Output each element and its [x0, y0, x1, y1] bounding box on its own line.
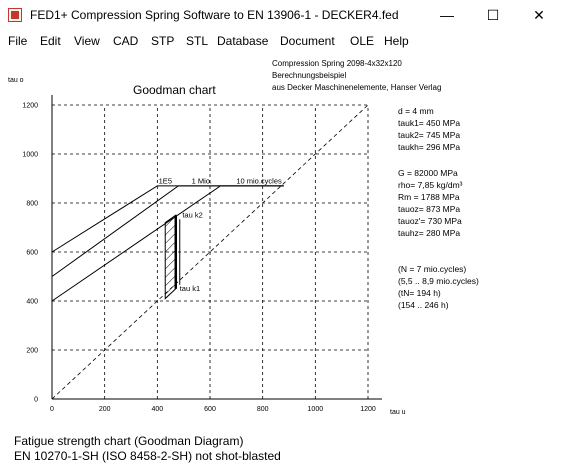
info-line: tauhz= 280 MPa — [398, 228, 460, 238]
info-line: G = 82000 MPa — [398, 168, 458, 178]
info-line: tauoz= 873 MPa — [398, 204, 460, 214]
info-line: tauk1= 450 MPa — [398, 118, 460, 128]
maximize-button[interactable]: ☐ — [486, 6, 500, 23]
annotation-label: 1E5 — [159, 176, 172, 185]
status-line-2: EN 10270-1-SH (ISO 8458-2-SH) not shot-b… — [14, 449, 281, 463]
y-tick-label: 400 — [26, 299, 38, 306]
menu-stl[interactable]: STL — [186, 34, 209, 48]
grid-lines — [52, 104, 369, 399]
chart-title: Goodman chart — [133, 83, 216, 97]
diagonal-line — [51, 104, 369, 400]
hatched-stress-region — [164, 214, 177, 300]
info-line: tauk2= 745 MPa — [398, 130, 460, 140]
goodman-chart: 0 200 400 600 800 1000 1200 0 200 400 600 800 1000 12… — [8, 59, 479, 416]
x-tick-label: 200 — [99, 406, 111, 413]
x-axis-label: tau u — [390, 409, 406, 416]
menu-view[interactable]: View — [74, 34, 100, 48]
tick-labels: 0 200 400 600 800 1000 1200 0 200 400 600 800 1000 12… — [22, 103, 375, 414]
header-line-3: aus Decker Maschinenelemente, Hanser Ver… — [272, 83, 441, 92]
info-block-wire: d = 4 mm tauk1= 450 MPa tauk2= 745 MPa t… — [398, 106, 460, 152]
y-tick-label: 1000 — [22, 152, 38, 159]
minimize-button[interactable]: — — [440, 7, 454, 23]
menu-ole[interactable]: OLE — [350, 34, 375, 48]
close-button[interactable]: ✕ — [533, 6, 545, 23]
app-icon[interactable] — [8, 8, 22, 22]
annotation-label: 10 mio.cycles — [236, 176, 282, 185]
info-line: rho= 7,85 kg/dm³ — [398, 180, 463, 190]
x-tick-label: 400 — [151, 406, 163, 413]
y-tick-label: 0 — [34, 397, 38, 404]
info-line: tauoz'= 730 MPa — [398, 216, 462, 226]
info-line: (tN= 194 h) — [398, 288, 441, 298]
x-tick-label: 600 — [204, 406, 216, 413]
annotation-label: tau k1 — [180, 284, 200, 293]
info-line: Rm = 1788 MPa — [398, 192, 460, 202]
y-tick-label: 800 — [26, 201, 38, 208]
y-tick-label: 600 — [26, 250, 38, 257]
info-line: d = 4 mm — [398, 106, 434, 116]
annotation-label: 1 Mio. — [192, 176, 212, 185]
menu-file[interactable]: File — [8, 34, 28, 48]
menu-bar: File Edit View CAD STP STL Database Docu… — [0, 30, 562, 52]
title-bar: FED1+ Compression Spring Software to EN … — [0, 0, 562, 30]
info-line: (154 .. 246 h) — [398, 300, 449, 310]
series-line — [51, 185, 284, 302]
info-line: (N = 7 mio.cycles) — [398, 264, 466, 274]
menu-cad[interactable]: CAD — [113, 34, 139, 48]
x-tick-label: 800 — [257, 406, 269, 413]
x-tick-label: 1200 — [360, 406, 376, 413]
menu-database[interactable]: Database — [217, 34, 269, 48]
menu-help[interactable]: Help — [384, 34, 409, 48]
info-block-material: G = 82000 MPa rho= 7,85 kg/dm³ Rm = 1788… — [398, 168, 463, 238]
info-line: (5,5 .. 8,9 mio.cycles) — [398, 276, 479, 286]
x-tick-label: 1000 — [308, 406, 324, 413]
menu-stp[interactable]: STP — [151, 34, 175, 48]
menu-edit[interactable]: Edit — [40, 34, 61, 48]
axes — [51, 95, 382, 400]
header-line-1: Compression Spring 2098-4x32x120 — [272, 59, 402, 68]
y-tick-label: 200 — [26, 348, 38, 355]
status-line-1: Fatigue strength chart (Goodman Diagram) — [14, 434, 244, 448]
window-title: FED1+ Compression Spring Software to EN … — [30, 8, 399, 22]
annotation-label: tau k2 — [182, 211, 202, 220]
info-line: taukh= 296 MPa — [398, 142, 460, 152]
y-axis-label: tau o — [8, 77, 24, 84]
x-tick-label: 0 — [50, 406, 54, 413]
header-line-2: Berechnungsbeispiel — [272, 71, 346, 80]
info-block-life: (N = 7 mio.cycles) (5,5 .. 8,9 mio.cycle… — [398, 264, 479, 310]
series-lines — [51, 104, 369, 400]
y-tick-label: 1200 — [22, 103, 38, 110]
document-view: 0 200 400 600 800 1000 1200 0 200 400 600 800 1000 12… — [0, 52, 562, 466]
menu-document[interactable]: Document — [280, 34, 335, 48]
